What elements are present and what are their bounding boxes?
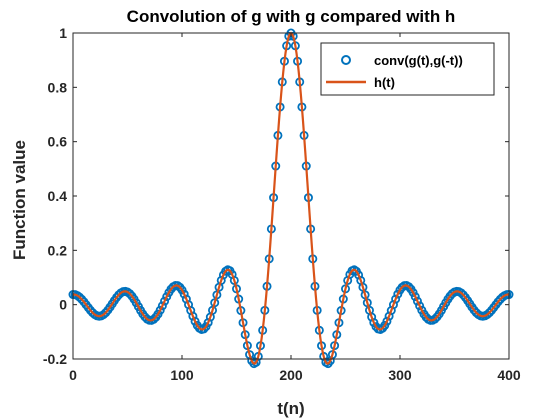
legend-box bbox=[320, 42, 495, 96]
conv-point bbox=[157, 301, 167, 311]
conv-point bbox=[404, 282, 414, 292]
conv-point bbox=[188, 311, 198, 321]
y-tick-label: 0.6 bbox=[48, 134, 68, 150]
conv-point bbox=[125, 289, 135, 299]
conv-point bbox=[391, 294, 401, 304]
y-tick-label: 0.2 bbox=[48, 242, 68, 258]
axes bbox=[72, 32, 510, 360]
y-tick-label: 0.8 bbox=[48, 79, 68, 95]
y-axis-label: Function value bbox=[10, 140, 29, 260]
x-tick-label: 300 bbox=[388, 367, 412, 383]
y-tick-label: 0.4 bbox=[48, 188, 68, 204]
legend-label-h: h(t) bbox=[374, 75, 395, 90]
conv-point bbox=[430, 314, 440, 324]
x-tick-label: 100 bbox=[170, 367, 194, 383]
conv-point bbox=[155, 305, 165, 315]
y-tick-label: 0 bbox=[59, 297, 67, 313]
chart-title: Convolution of g with g compared with h bbox=[127, 7, 456, 26]
conv-point bbox=[415, 301, 425, 311]
conv-point bbox=[484, 308, 494, 318]
y-tick-label: -0.2 bbox=[43, 351, 67, 367]
x-axis-label: t(n) bbox=[277, 399, 304, 418]
conv-point bbox=[410, 292, 420, 302]
y-tick-label: 1 bbox=[59, 25, 67, 41]
legend-marker-conv bbox=[341, 55, 351, 65]
legend: conv(g(t),g(-t)) h(t) bbox=[320, 42, 495, 96]
conv-point bbox=[412, 296, 422, 306]
conv-point bbox=[160, 296, 170, 306]
legend-label-conv: conv(g(t),g(-t)) bbox=[374, 53, 463, 68]
series-layer bbox=[68, 28, 514, 369]
x-tick-label: 0 bbox=[69, 367, 77, 383]
conv-point bbox=[382, 316, 392, 326]
conv-point bbox=[179, 289, 189, 299]
tick-labels: 0 100 200 300 400-0.200.20.40.60.81 bbox=[43, 25, 521, 383]
x-tick-label: 400 bbox=[497, 367, 521, 383]
x-tick-label: 200 bbox=[279, 367, 303, 383]
